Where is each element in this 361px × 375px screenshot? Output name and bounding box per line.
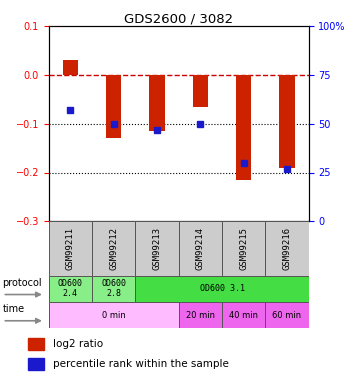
Bar bbox=[222, 302, 265, 328]
Bar bbox=[265, 221, 309, 276]
Bar bbox=[63, 60, 78, 75]
Bar bbox=[135, 221, 179, 276]
Bar bbox=[28, 338, 44, 350]
Bar bbox=[135, 276, 309, 302]
Text: GSM99214: GSM99214 bbox=[196, 227, 205, 270]
Bar bbox=[49, 276, 92, 302]
Bar bbox=[49, 302, 179, 328]
Text: log2 ratio: log2 ratio bbox=[53, 339, 103, 349]
Text: 0 min: 0 min bbox=[102, 310, 126, 320]
Text: 40 min: 40 min bbox=[229, 310, 258, 320]
Title: GDS2600 / 3082: GDS2600 / 3082 bbox=[124, 12, 233, 25]
Text: 60 min: 60 min bbox=[273, 310, 301, 320]
Bar bbox=[92, 221, 135, 276]
Text: protocol: protocol bbox=[3, 278, 42, 288]
Bar bbox=[279, 75, 295, 168]
Bar bbox=[193, 75, 208, 106]
Bar bbox=[28, 358, 44, 370]
Text: GSM99215: GSM99215 bbox=[239, 227, 248, 270]
Text: GSM99216: GSM99216 bbox=[283, 227, 291, 270]
Bar bbox=[179, 302, 222, 328]
Text: GSM99212: GSM99212 bbox=[109, 227, 118, 270]
Text: GSM99213: GSM99213 bbox=[153, 227, 161, 270]
Text: percentile rank within the sample: percentile rank within the sample bbox=[53, 359, 229, 369]
Bar bbox=[92, 276, 135, 302]
Bar bbox=[265, 302, 309, 328]
Text: OD600 3.1: OD600 3.1 bbox=[200, 284, 244, 293]
Text: time: time bbox=[3, 304, 25, 314]
Bar bbox=[179, 221, 222, 276]
Bar bbox=[49, 221, 92, 276]
Text: GSM99211: GSM99211 bbox=[66, 227, 75, 270]
Bar bbox=[149, 75, 165, 131]
Bar bbox=[222, 221, 265, 276]
Bar bbox=[236, 75, 251, 180]
Bar bbox=[106, 75, 121, 138]
Text: OD600
2.8: OD600 2.8 bbox=[101, 279, 126, 298]
Text: 20 min: 20 min bbox=[186, 310, 215, 320]
Text: OD600
2.4: OD600 2.4 bbox=[58, 279, 83, 298]
